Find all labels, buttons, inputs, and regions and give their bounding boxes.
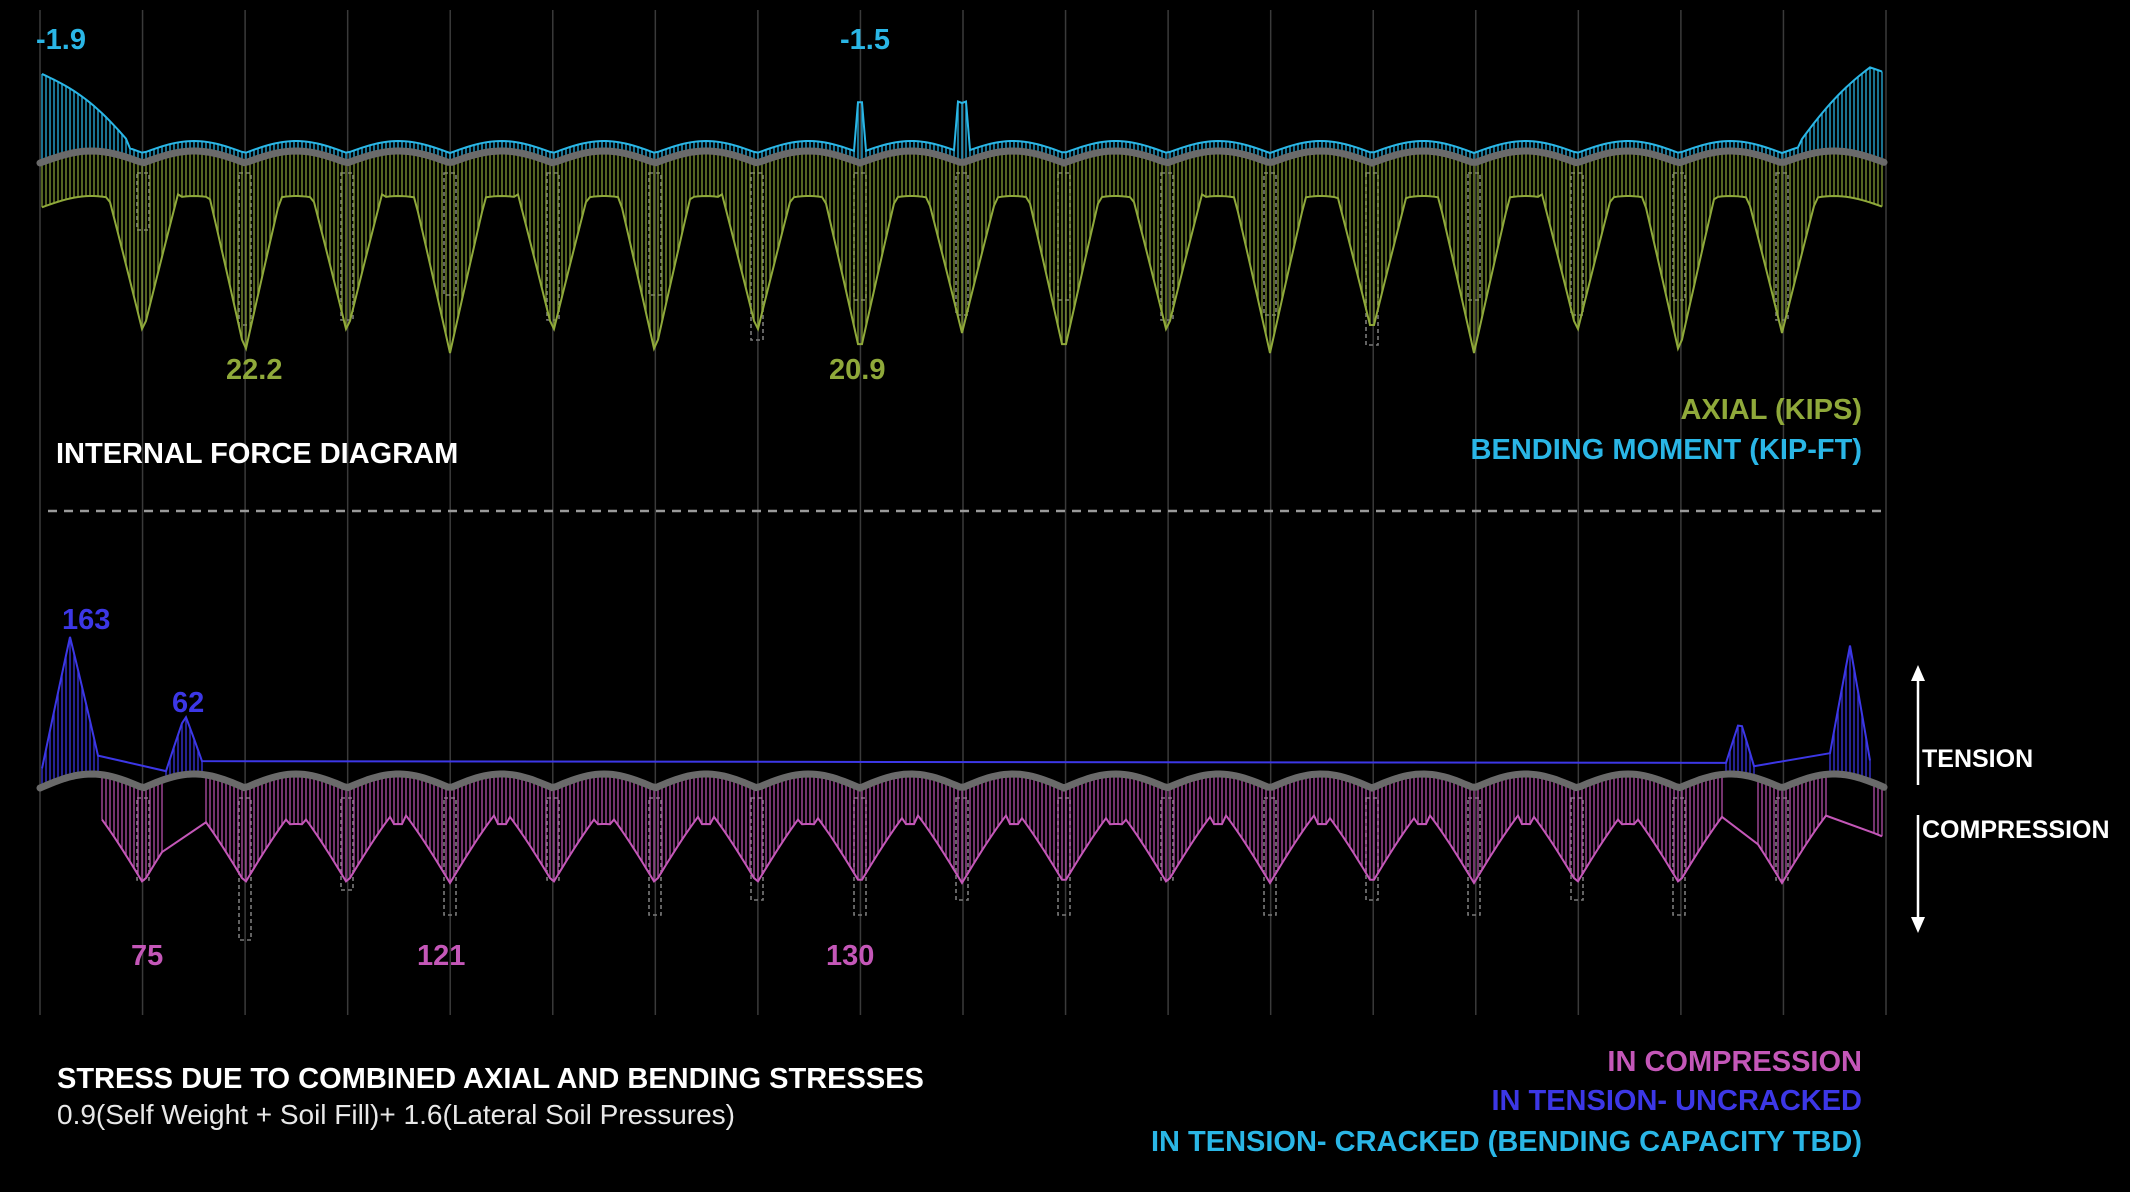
tension-label-left: 163 — [62, 604, 111, 636]
stress-diagram — [36, 636, 1888, 941]
pile — [1467, 797, 1481, 916]
pile — [340, 797, 354, 891]
axial-label-left: 22.2 — [226, 354, 283, 386]
pile — [1365, 797, 1379, 901]
moment-label-left: -1.9 — [36, 24, 86, 56]
load-combination: 0.9(Self Weight + Soil Fill)+ 1.6(Latera… — [57, 1099, 735, 1130]
internal-force-title: INTERNAL FORCE DIAGRAM — [56, 438, 459, 470]
outline-path — [41, 636, 1871, 773]
pile — [1672, 172, 1686, 301]
pile — [1160, 172, 1174, 321]
internal-force-diagram — [36, 66, 1888, 354]
pile — [750, 797, 764, 901]
compression-label-first: 75 — [131, 940, 164, 972]
pile — [1057, 172, 1071, 301]
pile — [546, 172, 560, 321]
compression-label-third: 130 — [826, 940, 875, 972]
legend-tension-cracked: IN TENSION- CRACKED (BENDING CAPACITY TB… — [1150, 1126, 1862, 1158]
tension-label-second: 62 — [172, 687, 205, 719]
legend-tension-uncracked: IN TENSION- UNCRACKED — [1491, 1085, 1862, 1117]
legend-axial: AXIAL (KIPS) — [1680, 394, 1862, 426]
compression-direction-label: COMPRESSION — [1922, 816, 2110, 844]
stress-title: STRESS DUE TO COMBINED AXIAL AND BENDING… — [57, 1063, 924, 1095]
pile — [340, 172, 354, 321]
moment-label-center: -1.5 — [840, 24, 890, 56]
tension-arrow-head — [1911, 665, 1925, 681]
legend-moment: BENDING MOMENT (KIP-FT) — [1470, 434, 1862, 466]
pile — [750, 172, 764, 341]
axial-label-center: 20.9 — [829, 354, 886, 386]
outline-path — [41, 192, 1883, 354]
member-line — [36, 770, 1888, 792]
member-line — [36, 147, 1888, 167]
outline-path — [41, 66, 1883, 155]
pile — [1570, 172, 1584, 316]
pile — [648, 797, 662, 916]
pile — [955, 797, 969, 901]
compression-label-second: 121 — [417, 940, 466, 972]
pile — [1672, 797, 1686, 916]
direction-arrows — [1911, 665, 1925, 933]
legend-compression: IN COMPRESSION — [1607, 1046, 1862, 1078]
pile — [1263, 797, 1277, 916]
tension-direction-label: TENSION — [1922, 745, 2034, 773]
pile — [648, 172, 662, 296]
pile — [1057, 797, 1071, 916]
pile — [443, 797, 457, 916]
pile — [1570, 797, 1584, 901]
pile — [1160, 797, 1174, 881]
outline-path — [101, 813, 1883, 885]
compression-arrow-head — [1911, 917, 1925, 933]
pile — [238, 172, 252, 326]
